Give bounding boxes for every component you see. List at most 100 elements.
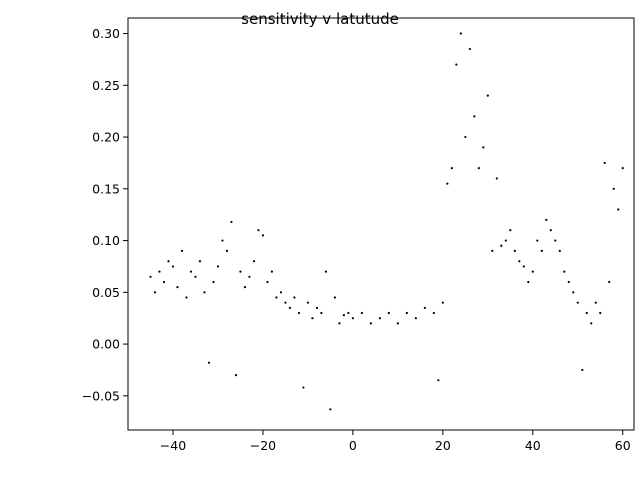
data-point bbox=[324, 270, 327, 273]
data-point bbox=[351, 317, 354, 320]
data-point bbox=[153, 291, 157, 294]
data-point bbox=[252, 260, 256, 263]
data-point bbox=[338, 322, 341, 325]
data-point bbox=[455, 63, 458, 66]
data-point bbox=[333, 296, 336, 299]
data-point bbox=[405, 311, 408, 315]
data-point bbox=[477, 167, 480, 170]
data-point bbox=[545, 218, 548, 221]
y-tick-label: 0.20 bbox=[92, 130, 120, 145]
data-point bbox=[450, 167, 453, 170]
data-point bbox=[347, 311, 350, 315]
data-point bbox=[293, 296, 296, 299]
data-point bbox=[617, 208, 620, 211]
data-point bbox=[176, 286, 179, 289]
data-point bbox=[446, 182, 449, 185]
data-point bbox=[207, 361, 211, 364]
data-point bbox=[288, 306, 292, 309]
y-tick-label: 0.15 bbox=[92, 181, 120, 196]
data-point bbox=[369, 322, 372, 325]
data-point bbox=[167, 260, 170, 263]
data-point bbox=[522, 265, 525, 268]
data-point bbox=[149, 275, 152, 278]
data-point bbox=[540, 249, 543, 253]
data-point bbox=[297, 311, 301, 315]
data-point bbox=[248, 275, 251, 278]
data-point bbox=[549, 229, 552, 232]
data-point bbox=[554, 239, 557, 242]
data-point bbox=[234, 374, 238, 377]
data-point bbox=[482, 146, 485, 149]
y-tick-label: 0.10 bbox=[92, 233, 120, 248]
data-point bbox=[459, 32, 462, 35]
data-point bbox=[270, 270, 274, 273]
data-point bbox=[576, 301, 579, 304]
axes-frame bbox=[127, 17, 635, 431]
data-point bbox=[599, 311, 602, 315]
data-point bbox=[608, 280, 611, 284]
y-tick-label: 0.00 bbox=[92, 337, 120, 352]
data-point bbox=[581, 368, 584, 372]
data-point bbox=[509, 229, 512, 232]
data-point bbox=[189, 270, 193, 273]
data-point bbox=[590, 322, 593, 325]
data-point bbox=[491, 249, 494, 253]
data-point bbox=[162, 280, 166, 284]
data-point bbox=[329, 408, 332, 411]
x-tick-label: 40 bbox=[525, 438, 541, 453]
data-point bbox=[437, 379, 440, 382]
data-point bbox=[158, 270, 161, 273]
data-point bbox=[572, 291, 575, 294]
y-tick-label: 0.30 bbox=[92, 26, 120, 41]
data-point bbox=[585, 311, 588, 315]
data-point bbox=[275, 296, 278, 299]
data-point bbox=[198, 260, 202, 263]
y-tick-label: 0.25 bbox=[92, 78, 120, 93]
data-point bbox=[495, 177, 498, 180]
data-point bbox=[527, 280, 530, 284]
data-point bbox=[284, 301, 287, 304]
data-point bbox=[194, 275, 197, 278]
data-point bbox=[387, 311, 390, 315]
data-point bbox=[221, 239, 224, 242]
data-point bbox=[441, 301, 444, 304]
data-point bbox=[342, 314, 345, 317]
data-point bbox=[621, 167, 624, 170]
data-point bbox=[432, 311, 435, 315]
data-point bbox=[563, 270, 566, 273]
data-point bbox=[306, 301, 310, 304]
data-point bbox=[315, 306, 319, 309]
data-point bbox=[257, 229, 260, 232]
data-point bbox=[230, 220, 233, 224]
data-point bbox=[518, 260, 521, 263]
data-point bbox=[239, 270, 242, 273]
x-axis: −40 −20 0 20 40 60 bbox=[160, 430, 631, 453]
data-point bbox=[500, 244, 503, 247]
data-point bbox=[203, 291, 206, 294]
data-point bbox=[486, 94, 489, 97]
data-point bbox=[212, 280, 215, 284]
data-point bbox=[603, 161, 606, 165]
data-point bbox=[473, 115, 476, 118]
data-point bbox=[513, 249, 516, 253]
data-point bbox=[266, 280, 269, 284]
data-point bbox=[279, 291, 283, 294]
y-tick-label: 0.05 bbox=[92, 285, 120, 300]
data-point bbox=[180, 249, 184, 253]
data-point bbox=[396, 322, 399, 325]
x-tick-label: 60 bbox=[615, 438, 631, 453]
data-point bbox=[464, 135, 467, 139]
data-point bbox=[185, 296, 188, 299]
data-point bbox=[360, 311, 363, 315]
data-point bbox=[414, 317, 417, 320]
y-tick-label: −0.05 bbox=[82, 388, 120, 403]
data-point bbox=[423, 306, 426, 309]
data-point bbox=[567, 280, 570, 284]
data-point bbox=[536, 239, 539, 242]
data-point bbox=[558, 249, 561, 253]
data-point bbox=[468, 47, 471, 51]
data-point bbox=[531, 270, 534, 273]
scatter-points bbox=[149, 32, 624, 411]
chart-title: sensitivity v latutude bbox=[241, 10, 399, 28]
